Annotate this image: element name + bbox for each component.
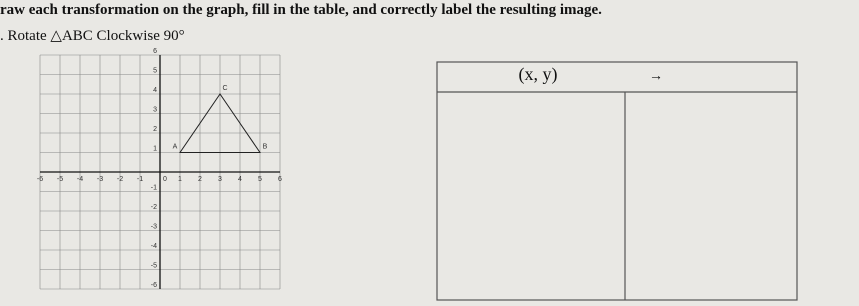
- y-tick-label: 5: [153, 67, 157, 74]
- vertex-label: A: [173, 143, 178, 150]
- y-tick-label: -1: [151, 184, 157, 191]
- x-tick-label: -5: [57, 176, 63, 183]
- x-tick-label: 1: [178, 176, 182, 183]
- x-tick-label: -6: [37, 176, 43, 183]
- y-tick-label: 3: [153, 106, 157, 113]
- vertex-label: C: [222, 85, 227, 92]
- y-tick-label: -6: [151, 282, 157, 289]
- x-tick-label: -3: [97, 176, 103, 183]
- x-tick-label: 3: [218, 176, 222, 183]
- x-tick-label: 0: [163, 176, 167, 183]
- x-tick-label: -2: [117, 176, 123, 183]
- problem: . Rotate △ABC Clockwise 90°: [0, 28, 185, 44]
- y-tick-label: 2: [153, 126, 157, 133]
- x-tick-label: 2: [198, 176, 202, 183]
- y-tick-label: -4: [151, 243, 157, 250]
- x-tick-label: 4: [238, 176, 242, 183]
- triangle-abc: [179, 93, 261, 153]
- x-tick-label: 5: [258, 176, 262, 183]
- y-tick-label: -2: [151, 204, 157, 211]
- y-tick-label: -5: [151, 262, 157, 269]
- table-header: (x, y): [519, 64, 558, 85]
- x-tick-label: -4: [77, 176, 83, 183]
- x-tick-label: -1: [137, 176, 143, 183]
- y-tick-label: 6: [153, 48, 157, 55]
- table-border: [436, 61, 798, 301]
- vertex-label: B: [263, 143, 268, 150]
- table-header: →: [649, 69, 663, 84]
- x-tick-label: 6: [278, 176, 282, 183]
- y-tick-label: 1: [153, 145, 157, 152]
- instruction: raw each transformation on the graph, fi…: [0, 2, 602, 18]
- y-tick-label: 4: [153, 87, 157, 94]
- y-tick-label: -3: [151, 223, 157, 230]
